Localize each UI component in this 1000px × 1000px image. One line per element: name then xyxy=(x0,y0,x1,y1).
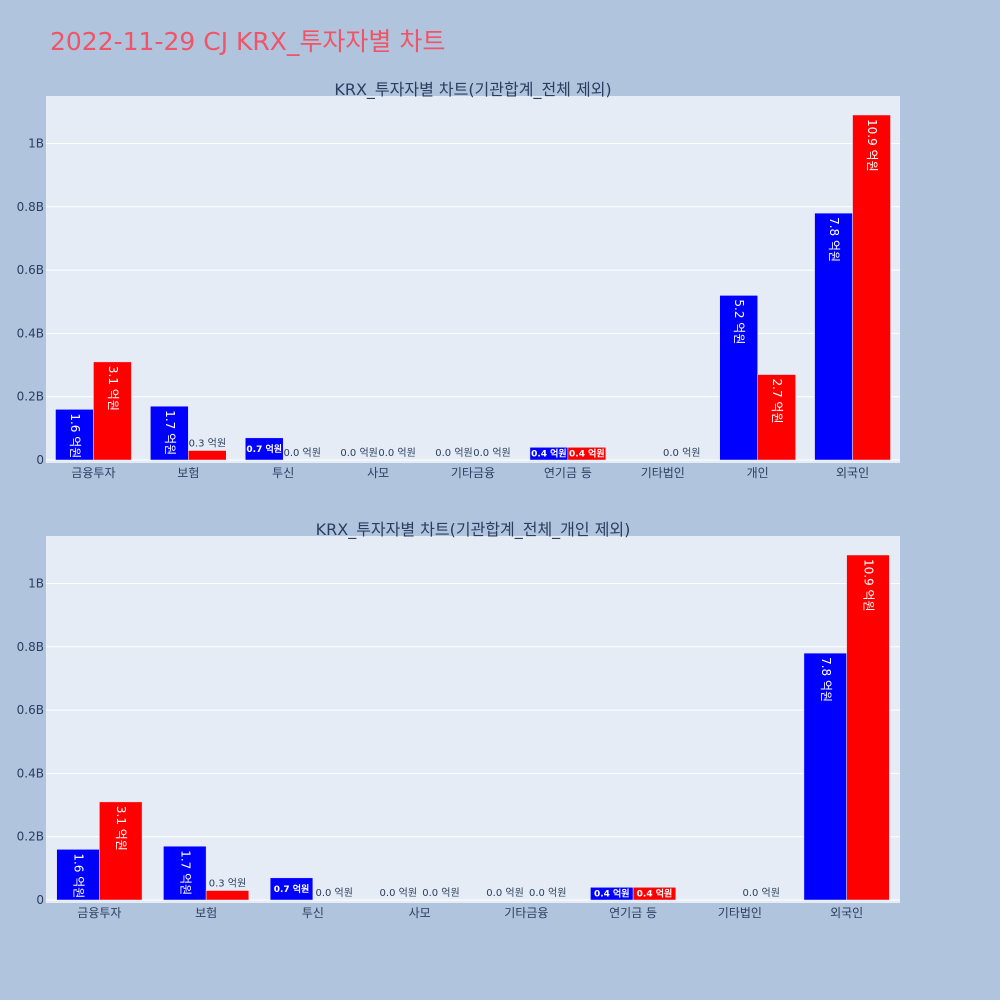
data-label: 5.2 억원 xyxy=(732,299,746,344)
data-label: 3.1 억원 xyxy=(106,366,120,411)
data-label: 0.0 억원 xyxy=(529,887,566,899)
y-tick-label: 1B xyxy=(28,136,44,150)
x-tick-label: 외국인 xyxy=(830,906,863,920)
data-label: 0.0 억원 xyxy=(340,447,377,459)
bar xyxy=(56,849,100,901)
data-label: 10.9 억원 xyxy=(861,559,875,612)
x-tick-label: 사모 xyxy=(409,906,431,920)
y-tick-label: 0.8B xyxy=(17,640,44,654)
x-tick-label: 외국인 xyxy=(836,466,869,480)
data-label: 0.0 억원 xyxy=(486,887,523,899)
data-label: 0.0 억원 xyxy=(283,447,320,459)
bar xyxy=(846,554,890,901)
bar xyxy=(150,405,189,461)
data-label: 0.4 억원 xyxy=(637,888,673,900)
data-label: 0.0 억원 xyxy=(380,887,417,899)
chart-2: 0 0.2B 0.4B 0.6B 0.8B 1B KRX_투자자별 차트(기관합계_전체_개… xyxy=(17,520,900,920)
y-tick-label: 0.8B xyxy=(17,200,44,214)
chart-title: KRX_투자자별 차트(기관합계_전체 제외) xyxy=(334,80,611,100)
bar xyxy=(269,877,314,901)
data-label: 0.3 억원 xyxy=(189,438,226,450)
data-label: 0.0 억원 xyxy=(378,447,415,459)
x-tick-label: 보험 xyxy=(177,466,199,480)
x-tick-label: 연기금 등 xyxy=(609,906,657,920)
y-tick-label: 0.2B xyxy=(17,830,44,844)
x-tick-label: 투신 xyxy=(272,466,294,480)
bar xyxy=(803,652,847,901)
data-label: 3.1 억원 xyxy=(114,806,128,851)
chart-1: 0 0.2B 0.4B 0.6B 0.8B 1B KRX_투자자별 차트(기관합계_전체 제… xyxy=(17,80,900,480)
bar xyxy=(205,890,250,901)
x-tick-label: 기타법인 xyxy=(718,906,762,920)
data-label: 0.0 억원 xyxy=(742,887,779,899)
bar xyxy=(188,450,227,461)
bar xyxy=(163,845,207,901)
bar xyxy=(99,801,143,901)
data-label: 0.4 억원 xyxy=(531,448,567,460)
data-label: 7.8 억원 xyxy=(827,217,841,262)
y-tick-label: 0 xyxy=(36,453,44,467)
bar xyxy=(567,447,607,461)
bar xyxy=(814,212,853,461)
y-tick-label: 0.6B xyxy=(17,703,44,717)
data-label: 10.9 억원 xyxy=(865,119,879,172)
data-label: 0.0 억원 xyxy=(435,447,472,459)
data-label: 0.0 억원 xyxy=(422,887,459,899)
bar xyxy=(632,887,677,901)
y-tick-label: 0.4B xyxy=(17,326,44,340)
data-label: 0.0 억원 xyxy=(663,447,700,459)
x-tick-label: 투신 xyxy=(302,906,324,920)
x-tick-label: 기타금융 xyxy=(451,466,495,480)
data-label: 0.4 억원 xyxy=(569,448,605,460)
bar xyxy=(93,361,132,461)
x-tick-label: 개인 xyxy=(747,466,769,480)
data-label: 0.0 억원 xyxy=(315,887,352,899)
data-label: 1.6 억원 xyxy=(72,853,86,898)
y-tick-label: 0.2B xyxy=(17,390,44,404)
y-tick-label: 1B xyxy=(28,576,44,590)
page-title: 2022-11-29 CJ KRX_투자자별 차트 xyxy=(50,27,446,56)
data-label: 0.3 억원 xyxy=(209,878,246,890)
x-tick-label: 사모 xyxy=(367,466,389,480)
x-tick-label: 금융투자 xyxy=(71,466,115,480)
data-label: 2.7 억원 xyxy=(770,379,784,424)
data-label: 1.6 억원 xyxy=(68,413,82,458)
data-label: 1.7 억원 xyxy=(178,850,192,895)
bar xyxy=(245,437,284,461)
x-tick-label: 금융투자 xyxy=(77,906,121,920)
bar xyxy=(55,409,94,461)
data-label: 0.7 억원 xyxy=(246,443,282,455)
bar xyxy=(757,374,796,461)
bar xyxy=(852,114,891,461)
data-label: 0.4 억원 xyxy=(594,888,630,900)
y-tick-label: 0.6B xyxy=(17,263,44,277)
y-tick-label: 0 xyxy=(36,893,44,907)
x-tick-label: 연기금 등 xyxy=(544,466,592,480)
data-label: 7.8 억원 xyxy=(819,657,833,702)
data-label: 1.7 억원 xyxy=(163,410,177,455)
plot-area xyxy=(46,536,900,903)
x-tick-label: 기타법인 xyxy=(641,466,685,480)
x-tick-label: 기타금융 xyxy=(504,906,548,920)
data-label: 0.7 억원 xyxy=(274,883,310,895)
bar xyxy=(719,295,758,461)
chart-title: KRX_투자자별 차트(기관합계_전체_개인 제외) xyxy=(316,520,631,540)
y-tick-label: 0.4B xyxy=(17,766,44,780)
x-tick-label: 보험 xyxy=(195,906,217,920)
data-label: 0.0 억원 xyxy=(473,447,510,459)
